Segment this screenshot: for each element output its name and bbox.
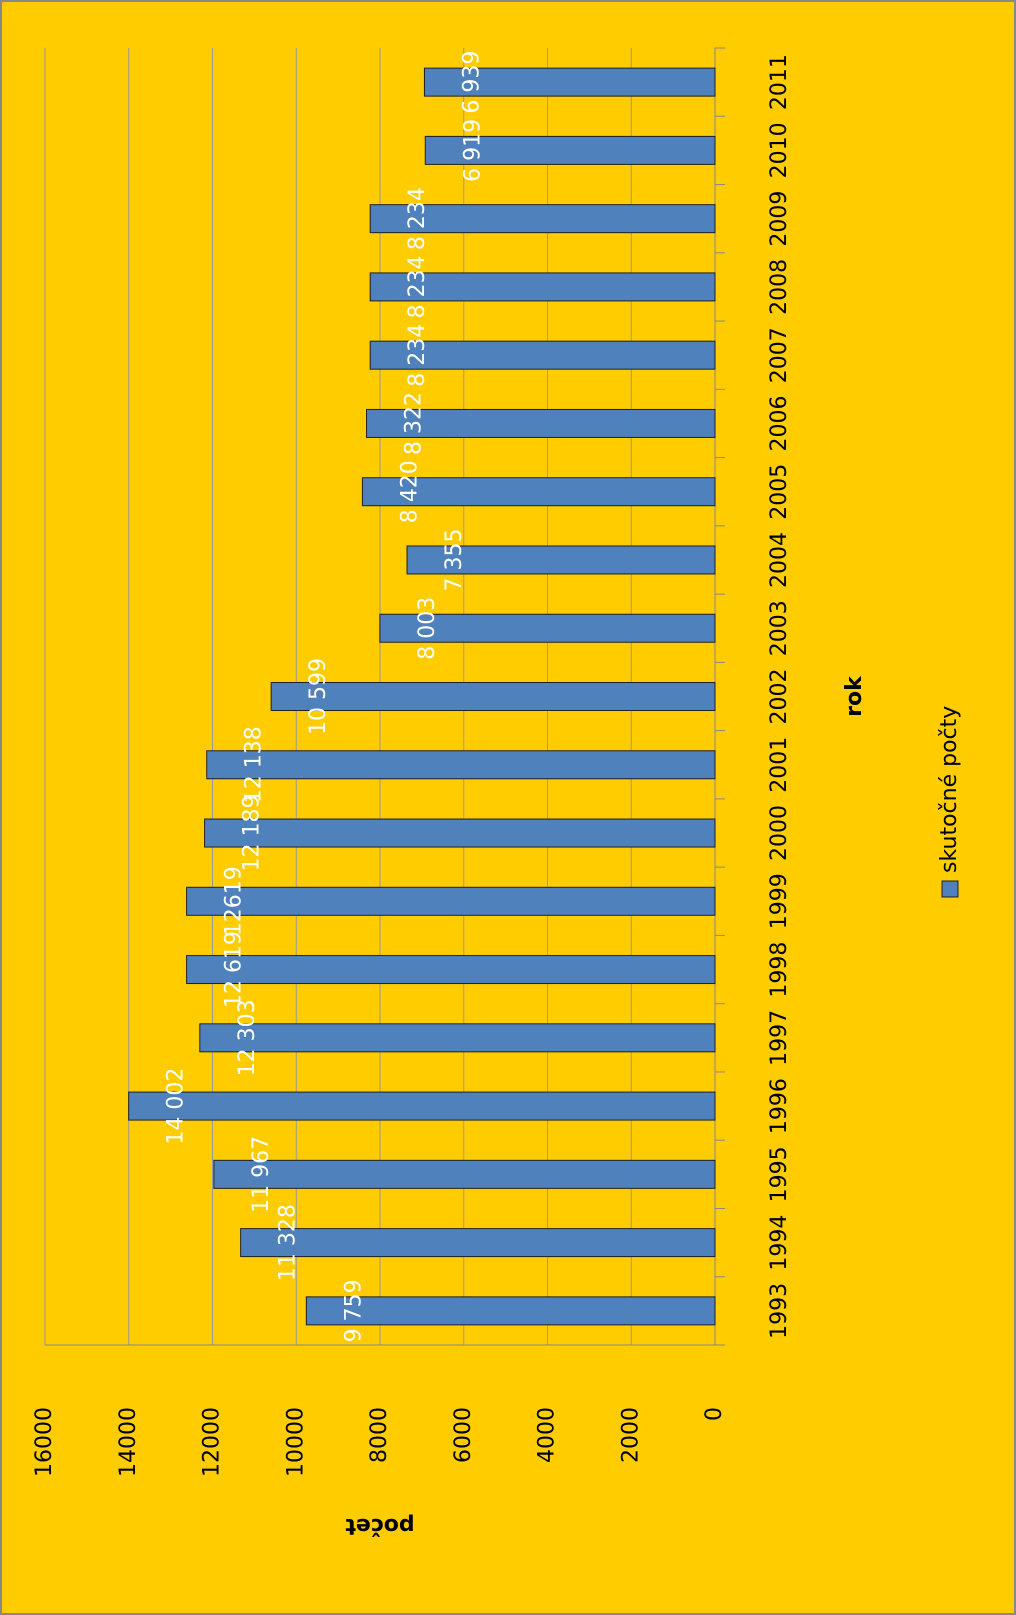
x-tick-label: 2003	[767, 600, 792, 656]
y-tick-label: 4000	[535, 1407, 560, 1463]
bar	[128, 1091, 716, 1121]
data-label: 8 234	[405, 187, 430, 250]
data-label: 9 759	[341, 1279, 366, 1342]
bar	[270, 682, 716, 711]
x-tick-label: 1995	[767, 1146, 792, 1202]
y-tick-label: 2000	[618, 1407, 643, 1463]
x-tick-label: 1999	[767, 873, 792, 929]
bar	[204, 818, 716, 848]
x-tick-label: 1997	[767, 1010, 792, 1066]
x-axis-title: rok	[842, 675, 867, 717]
data-label: 6 939	[459, 51, 484, 114]
data-label: 11 328	[276, 1204, 301, 1281]
bar	[361, 477, 716, 507]
data-label: 8 003	[415, 597, 440, 660]
x-tick-label: 1994	[767, 1215, 792, 1271]
data-label: 10 599	[306, 658, 331, 735]
data-label: 8 234	[405, 255, 430, 318]
bar	[424, 135, 716, 165]
data-label: 12 619	[222, 931, 247, 1008]
y-axis-title: počet	[345, 1513, 415, 1538]
x-tick-label: 2006	[767, 395, 792, 451]
bar	[366, 408, 716, 438]
bar	[423, 67, 716, 97]
x-tick-label: 2004	[767, 532, 792, 588]
legend-label: skutočné počty	[937, 706, 962, 873]
y-tick-label: 0	[702, 1407, 727, 1421]
x-tick-label: 2008	[767, 259, 792, 315]
bar	[186, 886, 716, 916]
bar	[240, 1228, 716, 1258]
data-label: 8 420	[397, 460, 422, 523]
x-tick-label: 2009	[767, 191, 792, 247]
bar	[379, 613, 716, 643]
data-label: 8 322	[402, 392, 427, 455]
data-label: 12 303	[235, 999, 260, 1076]
x-tick-label: 1993	[767, 1283, 792, 1339]
x-tick-label: 1996	[767, 1078, 792, 1134]
x-tick-label: 2007	[767, 327, 792, 383]
y-tick-label: 12000	[200, 1407, 225, 1477]
x-tick-label: 2000	[767, 805, 792, 861]
y-tick-label: 10000	[283, 1407, 308, 1477]
bar	[206, 750, 716, 780]
data-label: 6 919	[460, 119, 485, 182]
data-label: 12 189	[240, 795, 265, 872]
bar	[369, 340, 716, 370]
data-label: 11 967	[249, 1136, 274, 1213]
bar	[369, 272, 716, 302]
bar	[369, 204, 716, 234]
data-label: 12619	[222, 866, 247, 936]
bar	[406, 545, 716, 575]
bar	[186, 955, 716, 985]
x-tick-label: 2011	[767, 54, 792, 110]
x-tick-label: 1998	[767, 942, 792, 998]
x-tick-label: 2001	[767, 737, 792, 793]
data-label: 8 234	[405, 324, 430, 387]
y-tick-label: 14000	[116, 1407, 141, 1477]
y-tick-label: 16000	[32, 1407, 57, 1477]
data-label: 14 002	[164, 1068, 189, 1145]
bar	[199, 1023, 716, 1053]
bar	[213, 1159, 716, 1189]
rotated-chart: 0 2000 4000 6000 8000 10000 12000 14000 16000 199…	[32, 47, 962, 1538]
bar	[305, 1296, 716, 1326]
y-tick-label: 8000	[367, 1407, 392, 1463]
data-label: 7 355	[442, 528, 467, 591]
x-tick-label: 2005	[767, 464, 792, 520]
x-tick-label: 2002	[767, 669, 792, 725]
x-tick-label: 2010	[767, 122, 792, 178]
legend-swatch	[941, 880, 959, 898]
data-label: 12 138	[242, 726, 267, 803]
y-tick-label: 6000	[451, 1407, 476, 1463]
